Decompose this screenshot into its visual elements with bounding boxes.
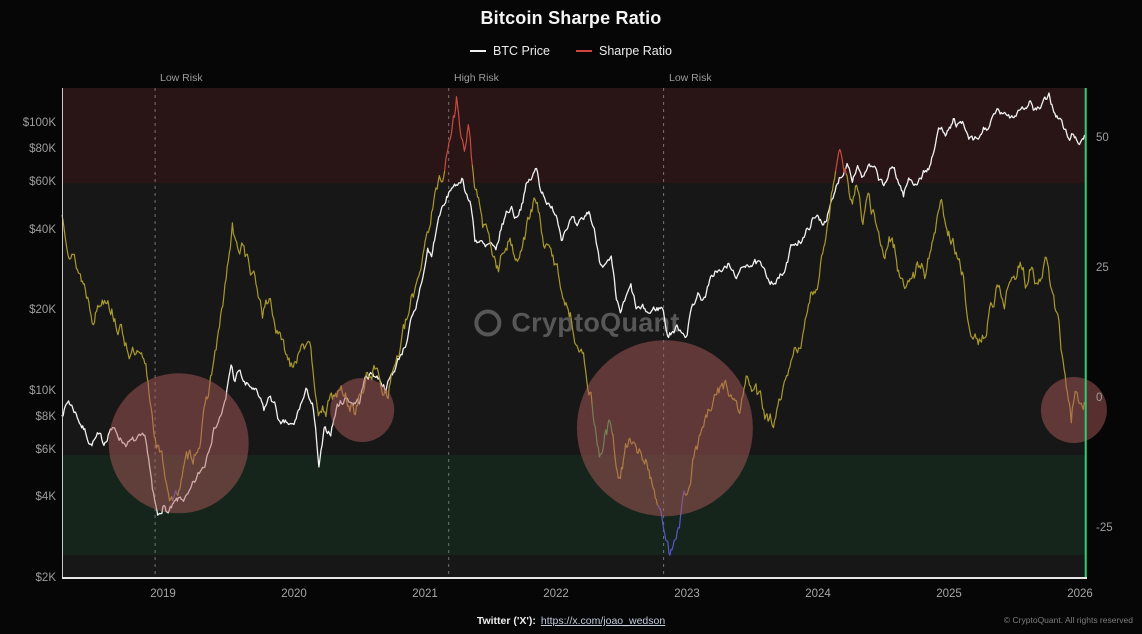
y-axis-left-label: $60K	[29, 176, 56, 188]
x-axis-label: 2021	[412, 588, 438, 600]
y-axis-right-label: -25	[1096, 522, 1113, 534]
sharpe-ratio-line	[444, 96, 473, 171]
sharpe-ratio-line	[61, 214, 174, 502]
x-axis-label: 2023	[674, 588, 700, 600]
y-axis-right-label: 50	[1096, 132, 1109, 144]
page-title: Bitcoin Sharpe Ratio	[480, 8, 662, 28]
y-axis-right-label: 0	[1096, 392, 1103, 404]
sharpe-ratio-line	[471, 165, 593, 405]
highlight-circle	[330, 378, 395, 442]
risk-annotation-label: High Risk	[454, 72, 499, 84]
x-axis-label: 2019	[150, 588, 176, 600]
y-axis-left-label: $4K	[35, 491, 56, 503]
highlight-circle	[1040, 377, 1107, 443]
sharpe-ratio-line	[835, 148, 847, 174]
x-axis-label: 2025	[936, 588, 962, 600]
risk-annotation-label: Low Risk	[160, 72, 203, 84]
highlight-circle	[108, 373, 249, 514]
sharpe-ratio-line	[172, 490, 178, 502]
sharpe-ratio-line	[176, 170, 446, 496]
chart-legend: BTC Price Sharpe Ratio	[0, 44, 1142, 58]
highlight-circle	[576, 340, 753, 517]
x-axis-label: 2022	[543, 588, 569, 600]
legend-label-sharpe-ratio: Sharpe Ratio	[598, 44, 672, 58]
y-axis-left-label: $40K	[29, 224, 56, 236]
twitter-label: Twitter ('X'):	[476, 615, 536, 627]
high-risk-band	[62, 88, 1087, 184]
y-axis-left-label: $6K	[35, 444, 56, 456]
y-axis-left-label: $100K	[22, 117, 56, 129]
y-axis-left-label: $2K	[35, 572, 56, 584]
sharpe-ratio-legend-swatch-icon	[575, 50, 592, 52]
y-axis-line	[62, 88, 63, 578]
sharpe-ratio-line	[845, 173, 1085, 424]
chart-canvas[interactable]	[61, 88, 1107, 578]
x-axis-label: 2020	[281, 588, 307, 600]
y-axis-left-label: $8K	[35, 411, 56, 423]
sharpe-ratio-line	[591, 404, 613, 458]
sharpe-ratio-line	[611, 432, 658, 506]
risk-annotation-label: Low Risk	[669, 72, 712, 84]
y-axis-left-label: $80K	[29, 143, 56, 155]
twitter-link[interactable]: https://x.com/joao_wedson	[540, 615, 666, 627]
btc-price-line	[61, 92, 1086, 516]
y-axis-left-label: $20K	[29, 304, 56, 316]
x-axis-label: 2024	[805, 588, 831, 600]
legend-label-btc-price: BTC Price	[493, 44, 550, 58]
btc-price-legend-swatch-icon	[470, 50, 487, 52]
cryptoquant-logo-icon	[474, 309, 502, 337]
y-axis-left-label: $10K	[29, 385, 56, 397]
legend-item-btc-price[interactable]: BTC Price	[470, 44, 550, 58]
x-axis-line	[62, 577, 1087, 579]
copyright-notice: © CryptoQuant. All rights reserved	[1003, 615, 1133, 625]
sharpe-ratio-line	[684, 171, 837, 496]
low-risk-band	[62, 455, 1087, 556]
footer-twitter: Twitter ('X'): https://x.com/joao_wedson	[0, 615, 1142, 627]
y-axis-right-label: 25	[1096, 262, 1109, 274]
sharpe-ratio-line	[657, 490, 686, 556]
x-axis-label: 2026	[1067, 588, 1093, 600]
legend-item-sharpe-ratio[interactable]: Sharpe Ratio	[575, 44, 672, 58]
